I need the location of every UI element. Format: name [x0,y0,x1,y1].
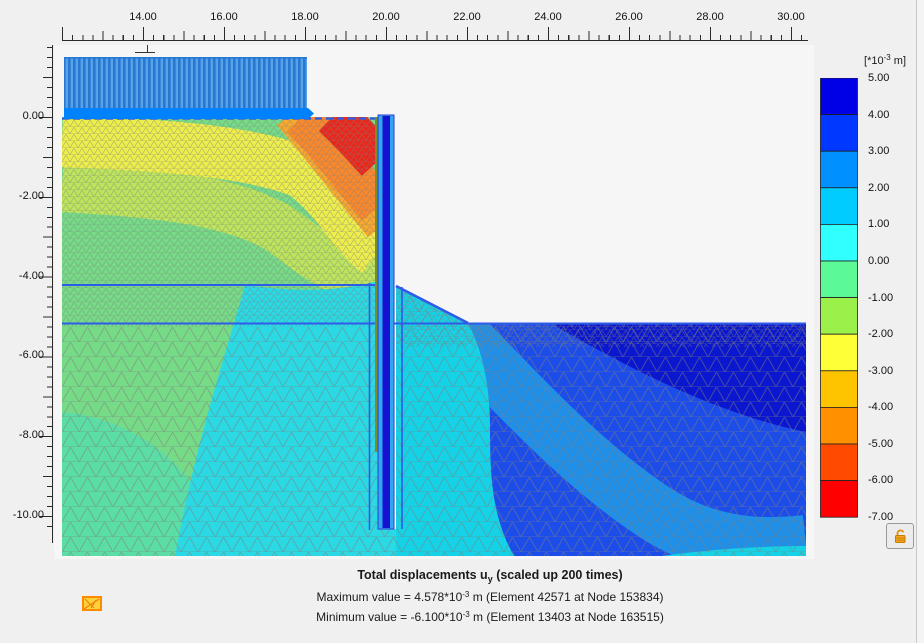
legend-value: -6.00 [868,474,894,486]
unlock-icon [895,529,906,543]
legend-value: 4.00 [868,109,890,121]
ruler-label: 26.00 [615,11,643,23]
caption-min-value: Minimum value = -6.100*10-3 m (Element 1… [120,610,860,624]
legend-swatch [820,297,858,335]
caption-min-suffix: m (Element 13403 at Node 163515) [469,610,664,624]
element-marker-icon[interactable] [82,596,102,611]
coarse-mesh-overlay [62,327,378,556]
lock-legend-button[interactable] [886,523,914,549]
caption-min-prefix: Minimum value = -6.100*10 [316,610,463,624]
window-edge [917,0,924,643]
ruler-label: 24.00 [534,11,562,23]
mesh-under-wall [378,529,396,556]
legend-value: 3.00 [868,145,890,157]
ruler-label: 30.00 [777,11,805,23]
caption-title: Total displacements uy (scaled up 200 ti… [120,568,860,584]
horizontal-ruler [62,27,808,41]
excavation-soil-region [396,287,806,556]
legend-unit-title: [*10-3 m] [790,53,906,67]
legend-swatch [820,114,858,152]
ruler-label: -10.00 [12,509,44,521]
legend-value: 0.00 [868,255,890,267]
legend-swatch [820,443,858,481]
caption-title-suffix: (scaled up 200 times) [492,568,623,582]
legend-value: -7.00 [868,511,894,523]
ruler-label: 28.00 [696,11,724,23]
plot-caption: Total displacements uy (scaled up 200 ti… [120,568,860,624]
legend-swatch [820,370,858,408]
vertical-ruler [39,45,53,543]
building-hatched-block [64,57,307,108]
ruler-label: 14.00 [129,11,157,23]
legend-swatch [820,333,858,372]
legend-value: -2.00 [868,328,894,340]
legend-unit-prefix: [*10 [864,55,884,67]
legend-unit-suffix: m] [890,55,906,67]
legend-swatch [820,150,858,189]
fine-mesh-overlay [62,117,378,327]
legend-value: 1.00 [868,218,890,230]
legend-unit-exponent: -3 [883,53,891,62]
legend-swatch [820,260,858,298]
ruler-label: 16.00 [210,11,238,23]
caption-title-prefix: Total displacements u [357,568,488,582]
legend-swatch [820,78,858,115]
legend-value: -5.00 [868,438,894,450]
legend-swatch [820,223,858,262]
ruler-label: 20.00 [372,11,400,23]
caption-max-value: Maximum value = 4.578*10-3 m (Element 42… [120,590,860,604]
legend-value: 5.00 [868,72,890,84]
ruler-label: -4.00 [18,270,44,282]
ruler-label: 18.00 [291,11,319,23]
legend-swatch [820,406,858,445]
ruler-label: 0.00 [22,110,44,122]
legend-value: -1.00 [868,292,894,304]
legend-color-scale [820,78,858,518]
window-edge-line [916,0,917,643]
legend-swatch [820,187,858,225]
origin-mark [147,45,148,53]
ruler-label: 22.00 [453,11,481,23]
legend-value: -3.00 [868,365,894,377]
mesh-plot[interactable] [62,57,806,556]
retaining-wall-core [382,116,390,528]
legend-swatch [820,480,858,518]
building-raft-bar [64,108,314,119]
caption-max-exponent: -3 [462,590,470,599]
ruler-label: -8.00 [18,429,44,441]
origin-mark [135,52,155,53]
legend-value: -4.00 [868,401,894,413]
caption-max-prefix: Maximum value = 4.578*10 [316,590,463,604]
legend-value: 2.00 [868,182,890,194]
slope-surface-line [395,284,469,325]
caption-min-exponent: -3 [462,610,470,619]
ruler-label: -2.00 [18,190,44,202]
caption-max-suffix: m (Element 42571 at Node 153834) [469,590,664,604]
ruler-label: -6.00 [18,349,44,361]
retained-soil-region [62,117,378,556]
caption-title-subscript: y [487,574,493,584]
